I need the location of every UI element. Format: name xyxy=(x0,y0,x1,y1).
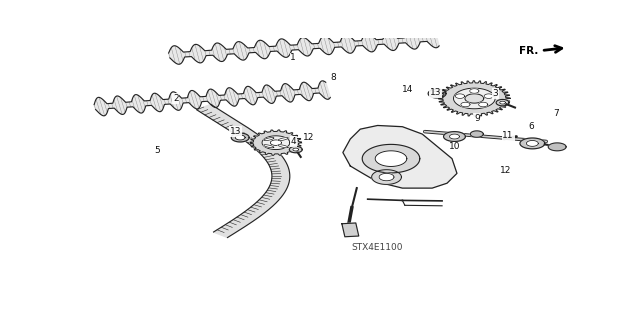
Polygon shape xyxy=(270,140,282,145)
Polygon shape xyxy=(375,151,407,167)
Polygon shape xyxy=(343,125,457,188)
Text: 2: 2 xyxy=(173,94,179,103)
Polygon shape xyxy=(94,81,330,116)
Polygon shape xyxy=(527,140,538,146)
Polygon shape xyxy=(342,223,359,237)
Text: 13: 13 xyxy=(230,127,241,136)
Polygon shape xyxy=(169,29,439,64)
Polygon shape xyxy=(264,137,274,141)
Text: 4: 4 xyxy=(291,137,296,146)
Polygon shape xyxy=(479,102,488,107)
Polygon shape xyxy=(278,137,288,141)
Polygon shape xyxy=(470,131,483,137)
Polygon shape xyxy=(548,143,566,151)
Polygon shape xyxy=(262,136,290,150)
Polygon shape xyxy=(231,133,249,142)
Polygon shape xyxy=(444,132,465,141)
Polygon shape xyxy=(449,134,460,139)
Text: 11: 11 xyxy=(502,131,514,140)
Text: 9: 9 xyxy=(474,114,479,122)
Polygon shape xyxy=(520,138,545,149)
Polygon shape xyxy=(465,94,484,103)
Text: 1: 1 xyxy=(291,53,296,63)
Polygon shape xyxy=(362,145,420,173)
Text: 3: 3 xyxy=(493,89,499,98)
Polygon shape xyxy=(496,100,509,106)
Polygon shape xyxy=(278,145,288,148)
Polygon shape xyxy=(372,170,401,184)
Polygon shape xyxy=(456,94,465,99)
Polygon shape xyxy=(461,102,470,107)
Text: 10: 10 xyxy=(449,142,460,151)
Text: 6: 6 xyxy=(529,122,534,131)
Polygon shape xyxy=(196,104,290,238)
Text: 12: 12 xyxy=(303,133,314,142)
Text: 5: 5 xyxy=(154,145,160,154)
Polygon shape xyxy=(454,88,495,109)
Text: 14: 14 xyxy=(402,85,413,94)
Text: FR.: FR. xyxy=(520,46,539,56)
Text: 12: 12 xyxy=(500,166,511,175)
Polygon shape xyxy=(264,145,274,148)
Text: 13: 13 xyxy=(430,88,442,97)
Polygon shape xyxy=(438,81,510,116)
Polygon shape xyxy=(470,89,479,93)
Polygon shape xyxy=(289,146,302,153)
Polygon shape xyxy=(484,94,493,99)
Text: 8: 8 xyxy=(330,73,336,82)
Polygon shape xyxy=(250,130,301,155)
Text: STX4E1100: STX4E1100 xyxy=(352,243,403,252)
Polygon shape xyxy=(428,89,446,98)
Polygon shape xyxy=(293,148,299,151)
Text: 7: 7 xyxy=(554,109,559,118)
Polygon shape xyxy=(500,101,506,104)
Polygon shape xyxy=(432,91,442,96)
Polygon shape xyxy=(379,174,394,181)
Polygon shape xyxy=(236,135,245,140)
